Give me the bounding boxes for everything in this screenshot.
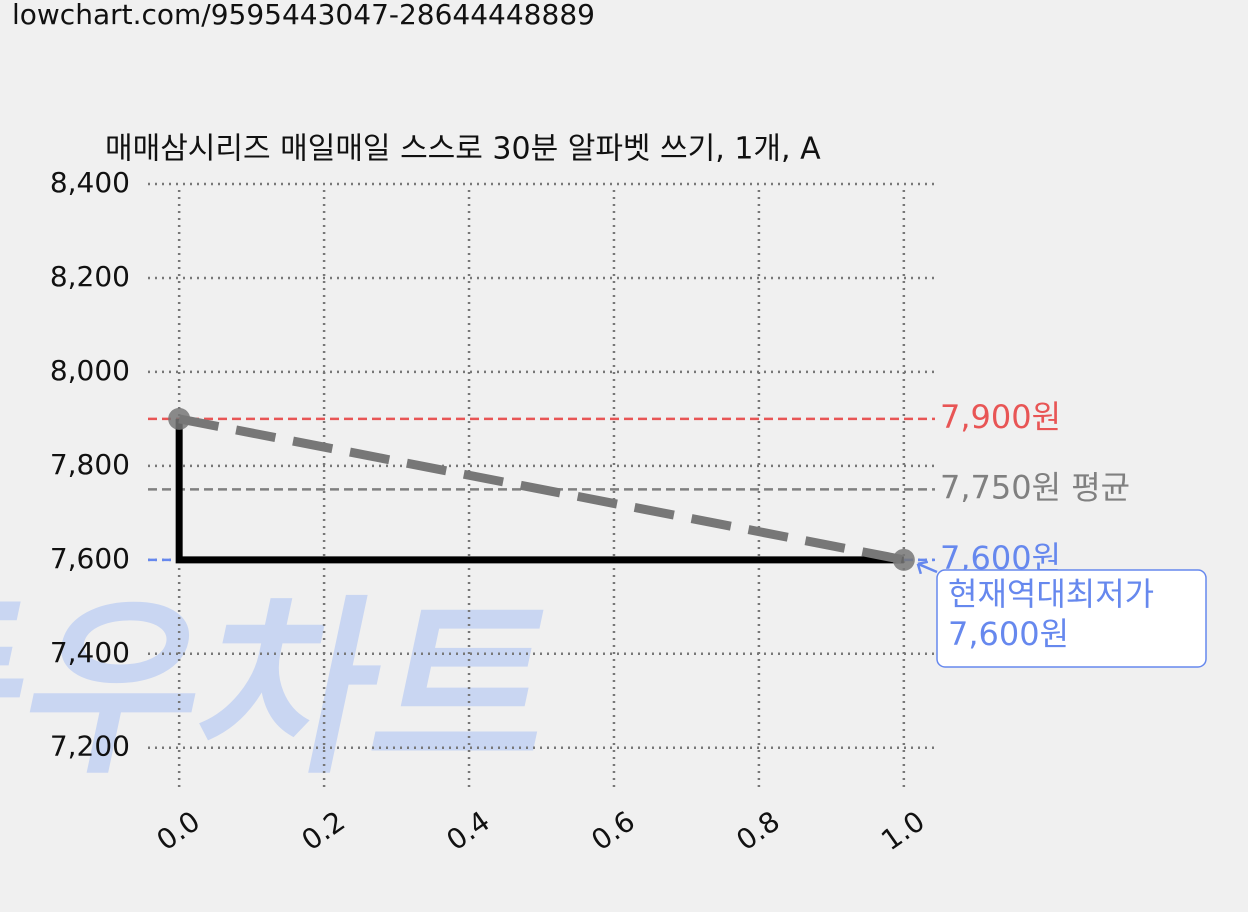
annotation-text: 현재역대최저가 xyxy=(948,575,1154,613)
annotation-box xyxy=(936,569,1207,668)
y-tick-label: 8,400 xyxy=(50,166,130,199)
y-tick-label: 7,800 xyxy=(50,448,130,481)
annotation-text: 7,600원 xyxy=(948,615,1069,653)
y-tick-label: 8,200 xyxy=(50,260,130,293)
series-line xyxy=(178,414,905,565)
point xyxy=(892,548,915,571)
reference-label: 7,750원 평균 xyxy=(940,468,1130,506)
y-tick-label: 7,600 xyxy=(50,542,130,575)
url: lowchart.com/9595443047-28644448889 xyxy=(12,0,595,31)
point xyxy=(168,407,191,430)
series-line xyxy=(175,418,904,564)
chart-title: 매매삼시리즈 매일매일 스스로 30분 알파벳 쓰기, 1개, A xyxy=(105,132,821,167)
annotation-arrow xyxy=(916,560,938,575)
y-tick-label: 7,200 xyxy=(50,730,130,763)
watermark: 득우차트 xyxy=(0,580,576,801)
reference-label: 7,900원 xyxy=(940,398,1061,436)
y-tick-label: 7,400 xyxy=(50,636,130,669)
y-tick-label: 8,000 xyxy=(50,354,130,387)
